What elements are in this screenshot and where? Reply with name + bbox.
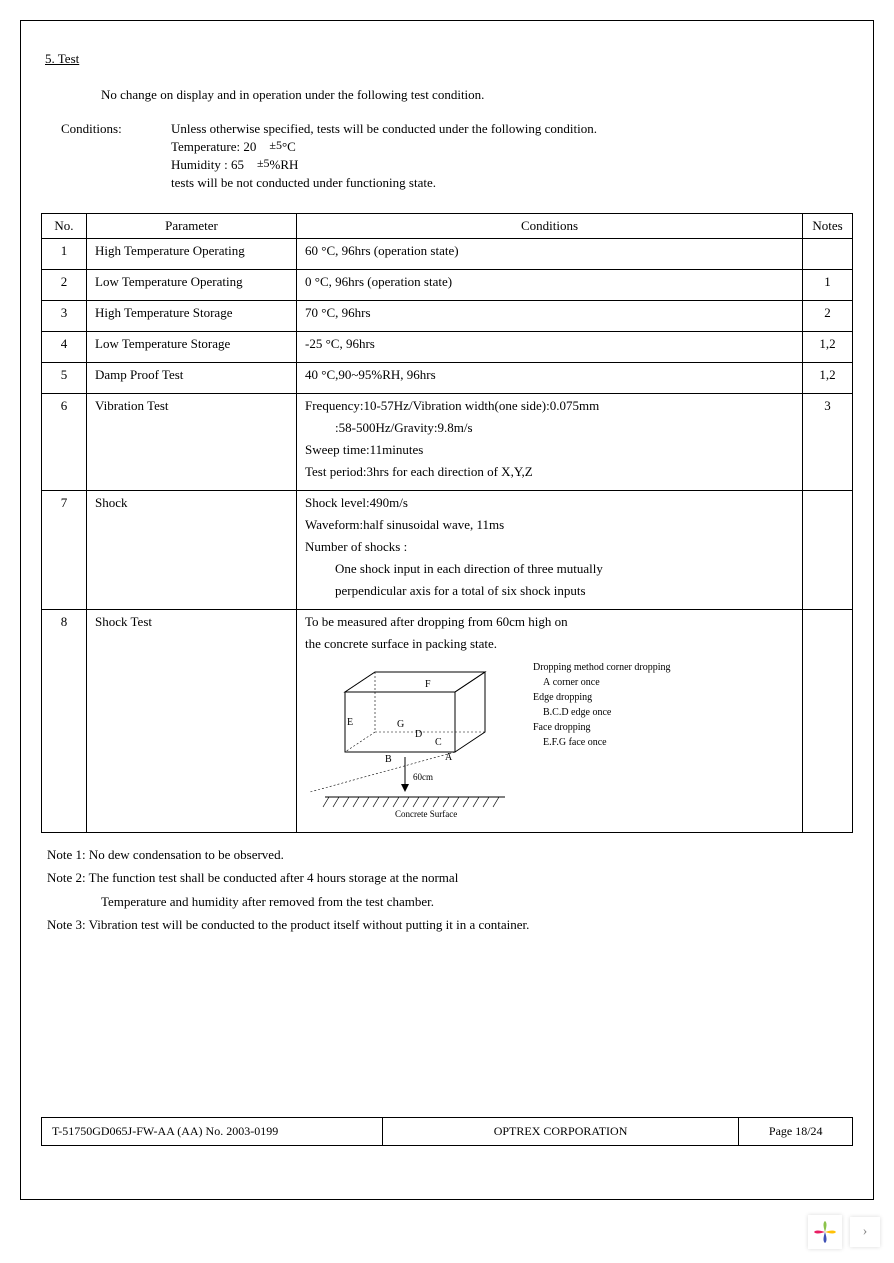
cell-no: 6: [42, 394, 87, 491]
svg-text:F: F: [425, 679, 431, 690]
corner-widget: ›: [808, 1215, 880, 1249]
cell-cond: 0 °C, 96hrs (operation state): [297, 270, 803, 301]
cell-notes: [803, 610, 853, 833]
cell-param: High Temperature Operating: [87, 239, 297, 270]
table-row: 7ShockShock level:490m/sWaveform:half si…: [42, 491, 853, 610]
svg-text:Concrete Surface: Concrete Surface: [395, 809, 457, 819]
page-frame: 5. Test No change on display and in oper…: [20, 20, 874, 1200]
table-row: 6Vibration TestFrequency:10-57Hz/Vibrati…: [42, 394, 853, 491]
cell-cond: To be measured after dropping from 60cm …: [297, 610, 803, 833]
table-row: 2Low Temperature Operating0 °C, 96hrs (o…: [42, 270, 853, 301]
cell-notes: [803, 239, 853, 270]
cell-cond: Frequency:10-57Hz/Vibration width(one si…: [297, 394, 803, 491]
cell-no: 7: [42, 491, 87, 610]
test-table: No. Parameter Conditions Notes 1High Tem…: [41, 213, 853, 833]
footer-left: T-51750GD065J-FW-AA (AA) No. 2003-0199: [42, 1117, 383, 1145]
table-row: 5Damp Proof Test40 °C,90~95%RH, 96hrs1,2: [42, 363, 853, 394]
shock-diagram: F E G D C A B 60cm Concrete Surface Drop…: [305, 662, 794, 822]
intro-text: No change on display and in operation un…: [101, 87, 853, 103]
box-diagram-svg: F E G D C A B 60cm Concrete Surface: [305, 662, 515, 822]
cell-cond: -25 °C, 96hrs: [297, 332, 803, 363]
conditions-line4: tests will be not conducted under functi…: [171, 175, 853, 191]
svg-text:60cm: 60cm: [413, 772, 433, 782]
cell-param: Shock: [87, 491, 297, 610]
svg-text:A: A: [445, 752, 453, 763]
cell-no: 4: [42, 332, 87, 363]
table-row: 8Shock TestTo be measured after dropping…: [42, 610, 853, 833]
cell-param: Shock Test: [87, 610, 297, 833]
cell-notes: 2: [803, 301, 853, 332]
svg-text:C: C: [435, 737, 442, 748]
cell-param: Low Temperature Operating: [87, 270, 297, 301]
conditions-temp: Temperature: 20 ±5°C: [171, 139, 853, 155]
th-cond: Conditions: [297, 214, 803, 239]
cell-cond: 60 °C, 96hrs (operation state): [297, 239, 803, 270]
cell-no: 1: [42, 239, 87, 270]
cell-no: 5: [42, 363, 87, 394]
svg-text:D: D: [415, 729, 422, 740]
svg-text:G: G: [397, 719, 404, 730]
cell-param: High Temperature Storage: [87, 301, 297, 332]
note-2: Note 2: The function test shall be condu…: [47, 866, 853, 889]
section-title: 5. Test: [45, 51, 853, 67]
footer-mid: OPTREX CORPORATION: [382, 1117, 739, 1145]
next-arrow-icon[interactable]: ›: [850, 1217, 880, 1247]
cell-no: 2: [42, 270, 87, 301]
note-3: Note 3: Vibration test will be conducted…: [47, 913, 853, 936]
cell-notes: 1: [803, 270, 853, 301]
footer-table: T-51750GD065J-FW-AA (AA) No. 2003-0199 O…: [41, 1117, 853, 1146]
th-notes: Notes: [803, 214, 853, 239]
footer-right: Page 18/24: [739, 1117, 853, 1145]
conditions-humidity: Humidity : 65 ±5%RH: [171, 157, 853, 173]
notes-block: Note 1: No dew condensation to be observ…: [47, 843, 853, 937]
diagram-side-labels: Dropping method corner dropping A corner…: [533, 662, 670, 752]
cell-param: Damp Proof Test: [87, 363, 297, 394]
cell-cond: Shock level:490m/sWaveform:half sinusoid…: [297, 491, 803, 610]
cell-notes: 1,2: [803, 332, 853, 363]
cell-notes: [803, 491, 853, 610]
cell-cond: 40 °C,90~95%RH, 96hrs: [297, 363, 803, 394]
cell-cond: 70 °C, 96hrs: [297, 301, 803, 332]
th-no: No.: [42, 214, 87, 239]
cell-notes: 1,2: [803, 363, 853, 394]
table-row: 4Low Temperature Storage-25 °C, 96hrs1,2: [42, 332, 853, 363]
cell-no: 8: [42, 610, 87, 833]
svg-text:B: B: [385, 754, 392, 765]
cell-no: 3: [42, 301, 87, 332]
cell-notes: 3: [803, 394, 853, 491]
table-row: 3High Temperature Storage70 °C, 96hrs2: [42, 301, 853, 332]
cell-param: Low Temperature Storage: [87, 332, 297, 363]
conditions-label: Conditions:: [61, 121, 171, 193]
conditions-line1: Unless otherwise specified, tests will b…: [171, 121, 853, 137]
logo-icon[interactable]: [808, 1215, 842, 1249]
cell-param: Vibration Test: [87, 394, 297, 491]
table-row: 1High Temperature Operating60 °C, 96hrs …: [42, 239, 853, 270]
note-1: Note 1: No dew condensation to be observ…: [47, 843, 853, 866]
note-2-cont: Temperature and humidity after removed f…: [101, 890, 853, 913]
th-param: Parameter: [87, 214, 297, 239]
svg-text:E: E: [347, 717, 353, 728]
conditions-block: Conditions: Unless otherwise specified, …: [61, 121, 853, 193]
